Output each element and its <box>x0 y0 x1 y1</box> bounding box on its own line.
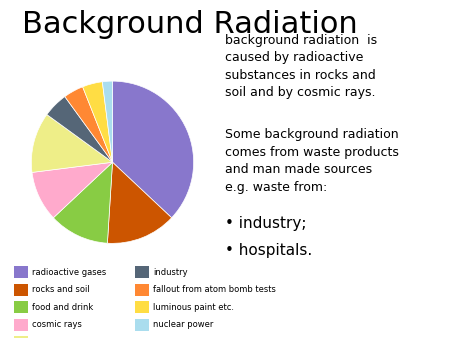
Text: rocks and soil: rocks and soil <box>32 285 89 294</box>
Text: nuclear power: nuclear power <box>153 320 213 329</box>
Wedge shape <box>54 162 112 243</box>
Text: • industry;
• hospitals.: • industry; • hospitals. <box>225 216 312 258</box>
Text: Background Radiation: Background Radiation <box>22 10 358 39</box>
Text: radioactive gases: radioactive gases <box>32 268 106 276</box>
Wedge shape <box>47 97 112 162</box>
Text: Some background radiation
comes from waste products
and man made sources
e.g. wa: Some background radiation comes from was… <box>225 128 399 194</box>
Wedge shape <box>112 81 194 218</box>
Wedge shape <box>83 82 112 162</box>
Wedge shape <box>108 162 171 243</box>
Wedge shape <box>32 162 112 218</box>
Text: food and drink: food and drink <box>32 303 93 312</box>
Text: fallout from atom bomb tests: fallout from atom bomb tests <box>153 285 276 294</box>
Wedge shape <box>102 81 112 162</box>
Wedge shape <box>65 87 112 162</box>
Wedge shape <box>32 115 112 172</box>
Text: background radiation  is
caused by radioactive
substances in rocks and
soil and : background radiation is caused by radioa… <box>225 34 377 99</box>
Text: industry: industry <box>153 268 188 276</box>
Text: cosmic rays: cosmic rays <box>32 320 81 329</box>
Text: luminous paint etc.: luminous paint etc. <box>153 303 234 312</box>
